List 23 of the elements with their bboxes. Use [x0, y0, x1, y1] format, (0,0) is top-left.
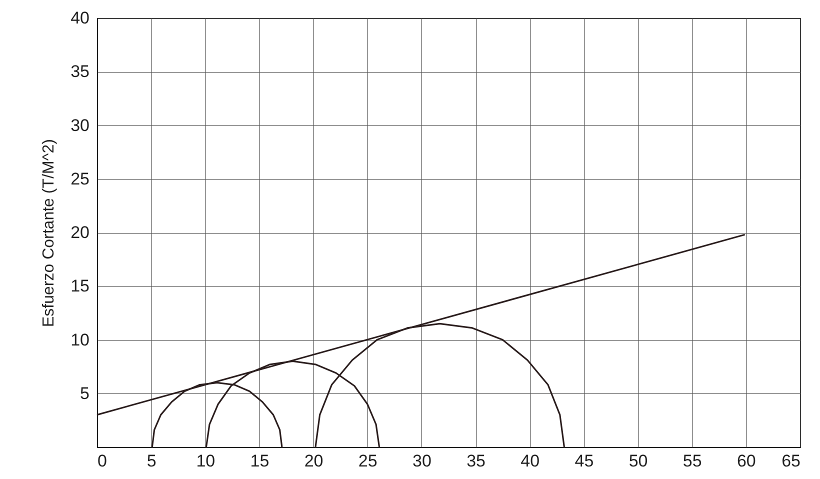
x-tick-label: 50 — [628, 452, 648, 470]
y-axis-title: Esfuerzo Cortante (T/M^2) — [40, 138, 58, 328]
x-tick-label: 40 — [520, 452, 540, 470]
x-tick-label: 60 — [736, 452, 756, 470]
x-tick-label: 35 — [466, 452, 486, 470]
x-tick-label: 65 — [782, 452, 800, 470]
y-tick-label: 5 — [80, 384, 90, 403]
y-tick-label: 20 — [70, 223, 90, 242]
x-tick-label: 20 — [304, 452, 324, 470]
y-tick-label: 35 — [70, 62, 90, 82]
x-tick-label: 10 — [196, 452, 216, 470]
y-tick-label: 10 — [70, 330, 90, 350]
x-tick-label: 55 — [682, 452, 702, 470]
x-tick-label: 25 — [358, 452, 378, 470]
x-tick-label: 5 — [146, 452, 156, 470]
y-tick-label: 25 — [70, 169, 90, 188]
x-tick-label: 15 — [250, 452, 270, 470]
y-tick-label: 30 — [70, 116, 90, 135]
x-tick-label: 0 — [98, 452, 107, 470]
x-tick-label: 30 — [412, 452, 432, 470]
x-tick-label: 45 — [574, 452, 594, 470]
y-tick-label: 40 — [70, 8, 90, 28]
y-tick-label: 15 — [70, 276, 90, 296]
